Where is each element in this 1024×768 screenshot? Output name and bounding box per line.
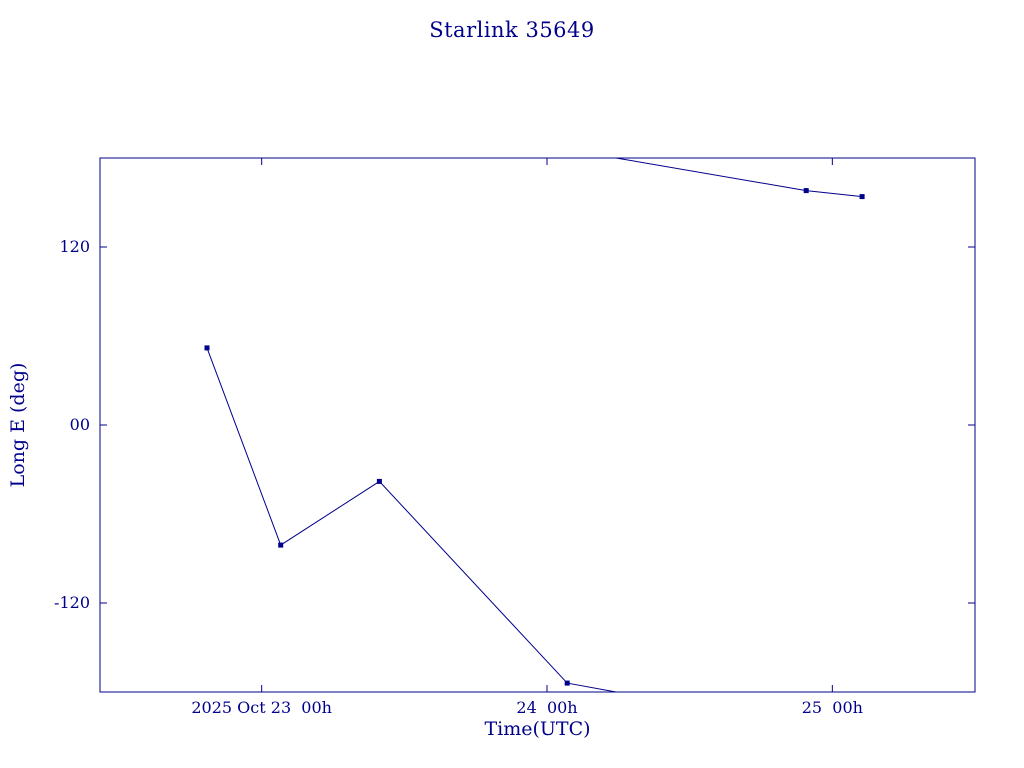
plot-frame: [99, 157, 976, 693]
x-tick-label: 24 00h: [516, 698, 577, 717]
data-point-marker: [859, 194, 865, 200]
x-axis-label: Time(UTC): [484, 718, 591, 740]
series-line: [615, 157, 863, 198]
y-tick-label: 120: [59, 237, 90, 256]
data-point-marker: [278, 542, 284, 548]
data-point-marker: [564, 680, 570, 686]
chart-title: Starlink 35649: [429, 18, 595, 42]
data-point-marker: [376, 478, 382, 484]
y-tick-label: -120: [54, 593, 90, 612]
data-point-marker: [204, 345, 210, 351]
y-tick-label: 00: [70, 415, 90, 434]
x-tick-label: 2025 Oct 23 00h: [191, 698, 332, 717]
series-line: [206, 347, 617, 693]
x-tick-label: 25 00h: [802, 698, 863, 717]
data-point-marker: [803, 188, 809, 194]
